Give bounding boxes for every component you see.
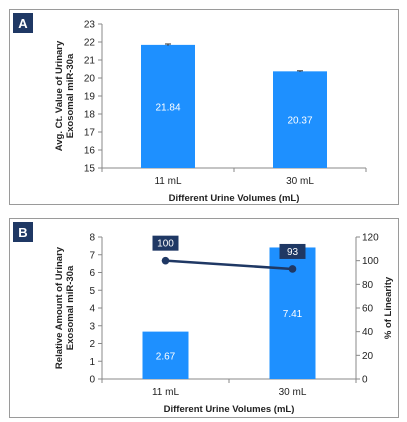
- line-label-box: [279, 243, 306, 259]
- linearity-point: [288, 265, 297, 273]
- y2-tick-label: 120: [362, 233, 379, 244]
- y-axis-title-line: Relative Amount of Urinary: [54, 246, 65, 369]
- x-tick-label: 30 mL: [279, 387, 307, 398]
- y-tick-label: 1: [89, 357, 95, 368]
- linearity-point: [161, 256, 170, 265]
- y-axis-title: Relative Amount of UrinaryExosomal miR-3…: [54, 246, 76, 369]
- y-tick-label: 21: [84, 56, 96, 67]
- bar: [273, 71, 327, 168]
- x-axis-title: Different Urine Volumes (mL): [169, 193, 300, 204]
- data-label: 20.37: [287, 116, 312, 127]
- y-tick-label: 19: [84, 92, 96, 103]
- x-tick-label: 30 mL: [286, 176, 314, 187]
- y-tick-label: 7: [89, 250, 95, 261]
- line-data-label: 100: [157, 239, 174, 250]
- y-tick-label: 15: [84, 164, 96, 175]
- y2-tick-label: 60: [362, 304, 374, 315]
- bar-data-label: 2.67: [156, 351, 176, 362]
- y-axis-title-line: Exosomal miR-30a: [65, 53, 76, 138]
- x-tick-label: 11 mL: [154, 176, 181, 187]
- panel-b: B 0 1 2 3 4 5 6 7 8 0 20 40 60 80 100 120 2.67 11 mL 7.41 3…: [9, 218, 399, 418]
- y-tick-label: 5: [89, 286, 95, 297]
- y-tick-label: 20: [84, 74, 96, 85]
- y2-tick-label: 40: [362, 327, 374, 338]
- x-tick-label: 11 mL: [152, 387, 179, 398]
- y2-axis-title: % of Linearity: [383, 276, 394, 339]
- y-tick-label: 6: [89, 268, 95, 279]
- y2-tick-label: 80: [362, 280, 374, 291]
- y-axis-title-line: Exosomal miR-30a: [65, 265, 76, 350]
- y-tick-label: 18: [84, 110, 96, 121]
- panel-b-badge: B: [13, 222, 33, 242]
- y-tick-label: 16: [84, 146, 96, 157]
- panel-a-badge: A: [13, 13, 33, 33]
- line-label-box: [152, 235, 179, 251]
- chart-a: 15 16 17 18 19 20 21 22 23 21.84 11 mL 20.37 30 mL Di…: [54, 20, 367, 204]
- y-tick-label: 4: [89, 304, 95, 315]
- line-data-label: 93: [287, 247, 299, 258]
- y-tick-label: 8: [89, 233, 95, 244]
- y2-tick-label: 0: [362, 375, 368, 386]
- linearity-line: [165, 259, 293, 271]
- y-tick-label: 2: [89, 339, 95, 350]
- y-tick-label: 0: [89, 375, 95, 386]
- y-axis-title: Avg. Ct. Value of UrinaryExosomal miR-30…: [54, 40, 76, 151]
- y-tick-label: 23: [84, 20, 96, 31]
- y-tick-label: 3: [89, 321, 95, 332]
- x-axis-title: Different Urine Volumes (mL): [164, 404, 295, 415]
- y-axis-title-line: Avg. Ct. Value of Urinary: [54, 40, 65, 151]
- panel-a: A 15 16 17 18 19 20 21 22 23 21.84 11 mL 20.37 30 mL…: [9, 9, 399, 205]
- bar: [142, 331, 189, 379]
- data-label: 21.84: [155, 102, 180, 113]
- y2-tick-label: 20: [362, 351, 374, 362]
- bar: [141, 44, 195, 168]
- y-tick-label: 17: [84, 128, 96, 139]
- bar-data-label: 7.41: [283, 309, 303, 320]
- y2-tick-label: 100: [362, 256, 379, 267]
- y-tick-label: 22: [84, 38, 96, 49]
